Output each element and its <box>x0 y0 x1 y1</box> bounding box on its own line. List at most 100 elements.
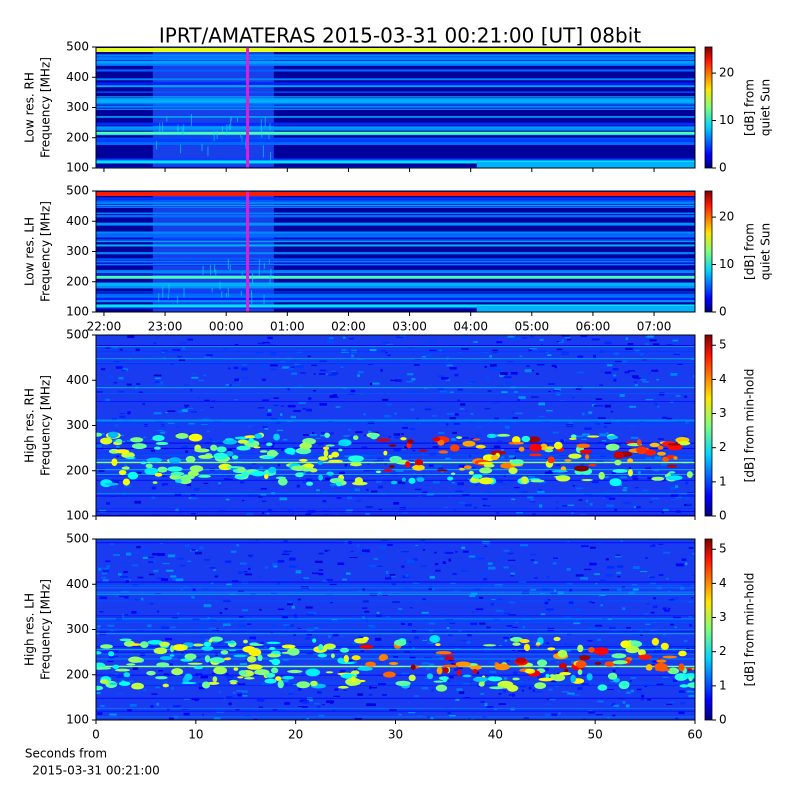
spectrogram-noise <box>627 343 634 345</box>
spectrogram-noise <box>517 439 524 442</box>
spectrogram-noise <box>241 367 248 371</box>
spectrogram-noise <box>316 489 320 492</box>
spectrogram-noise <box>388 436 391 438</box>
spectrogram-noise <box>495 609 504 612</box>
spectrogram-band <box>96 401 695 403</box>
y-tick-label: 400 <box>66 577 89 591</box>
spectrogram-noise <box>503 636 509 640</box>
spectrogram-burst <box>310 680 318 687</box>
y-axis-label: Frequency [MHz] <box>39 375 53 476</box>
spectrogram-noise <box>190 497 198 500</box>
spectrogram-noise <box>401 622 405 625</box>
spectrogram-noise <box>193 488 200 491</box>
spectrogram-noise <box>593 354 596 358</box>
spectrogram-noise <box>171 617 178 619</box>
spectrogram-burst <box>184 653 197 660</box>
spectrogram-burst <box>540 443 548 451</box>
spectrogram-noise <box>643 682 650 686</box>
spectrogram-burst <box>197 474 211 478</box>
spectrogram-noise <box>213 640 221 643</box>
spectrogram-burst <box>318 644 324 651</box>
spectrogram-noise <box>161 624 167 626</box>
spectrogram-noise <box>374 637 382 641</box>
y-tick-label: 400 <box>66 373 89 387</box>
spectrogram-noise <box>107 660 114 663</box>
colorbar-tick-label: 10 <box>719 113 734 127</box>
spectrogram-noise <box>596 460 604 462</box>
spectrogram-burst <box>309 468 318 473</box>
spectrogram-noise <box>281 616 288 620</box>
spectrogram-noise <box>548 390 551 393</box>
x-axis-label: 2015-03-31 00:21:00 <box>32 764 159 778</box>
spectrogram-burst <box>146 670 156 676</box>
spectrogram-noise <box>614 508 617 511</box>
spectrogram-noise <box>326 579 333 581</box>
spectrogram-noise <box>348 428 351 431</box>
spectrogram-streak <box>213 130 215 142</box>
spectrogram-noise <box>451 482 455 484</box>
spectrogram-noise <box>478 503 481 505</box>
spectrogram-noise <box>314 560 323 563</box>
spectrogram-noise <box>308 612 317 615</box>
spectrogram-noise <box>669 701 675 704</box>
spectrogram-noise <box>206 354 213 356</box>
spectrogram-noise <box>427 642 433 645</box>
spectrogram-noise <box>427 340 436 344</box>
spectrogram-burst <box>312 638 317 643</box>
spectrogram-burst <box>627 469 633 477</box>
spectrogram-burst <box>338 448 343 452</box>
spectrogram-burst <box>209 636 223 642</box>
spectrogram-noise <box>626 691 631 694</box>
spectrogram-noise <box>670 487 677 490</box>
spectrogram-noise <box>493 618 500 621</box>
spectrogram-noise <box>239 663 247 666</box>
spectrogram-noise <box>369 626 377 629</box>
spectrogram-noise <box>118 390 124 393</box>
spectrogram-burst <box>564 459 572 462</box>
spectrogram-noise <box>486 706 494 708</box>
spectrogram-noise <box>368 363 373 366</box>
spectrogram-noise <box>281 449 284 452</box>
spectrogram-band <box>96 58 695 61</box>
spectrogram-noise <box>136 471 142 474</box>
spectrogram-burst <box>118 469 127 476</box>
spectrogram-noise <box>362 616 365 619</box>
spectrogram-burst <box>291 465 307 471</box>
spectrogram-noise <box>238 683 246 686</box>
spectrogram-noise <box>183 698 190 700</box>
spectrogram-noise <box>113 361 120 363</box>
spectrogram-noise <box>601 440 607 442</box>
spectrogram-noise <box>349 556 358 559</box>
spectrogram-noise <box>647 698 652 701</box>
spectrogram-noise <box>210 553 216 555</box>
spectrogram-noise <box>242 499 245 502</box>
x-axis-label: Seconds from <box>25 747 107 761</box>
spectrogram-noise <box>423 483 428 486</box>
spectrogram-noise <box>554 388 561 391</box>
spectrogram-band <box>96 511 695 513</box>
spectrogram-noise <box>480 700 485 703</box>
spectrogram-noise <box>688 694 695 698</box>
spectrogram-band <box>96 542 695 544</box>
spectrogram-noise <box>239 616 244 618</box>
spectrogram-noise <box>377 682 386 686</box>
spectrogram-burst <box>497 433 511 437</box>
spectrogram-noise <box>662 639 667 642</box>
spectrogram-burst <box>100 644 113 649</box>
spectrogram-noise <box>306 613 314 616</box>
spectrogram-noise <box>513 487 520 489</box>
spectrogram-streak <box>221 291 223 298</box>
spectrogram-band <box>96 238 695 242</box>
spectrogram-noise <box>568 601 574 604</box>
spectrogram-noise <box>683 435 688 437</box>
spectrogram-noise <box>457 388 463 391</box>
spectrogram-noise <box>134 500 142 504</box>
spectrogram-noise <box>597 417 606 419</box>
spectrogram-noise <box>109 713 117 716</box>
spectrogram-noise <box>365 506 373 508</box>
spectrogram-noise <box>474 506 477 509</box>
spectrogram-noise <box>431 633 436 636</box>
spectrogram-noise <box>383 341 389 344</box>
spectrogram-noise <box>639 634 643 636</box>
spectrogram-noise <box>291 372 297 375</box>
